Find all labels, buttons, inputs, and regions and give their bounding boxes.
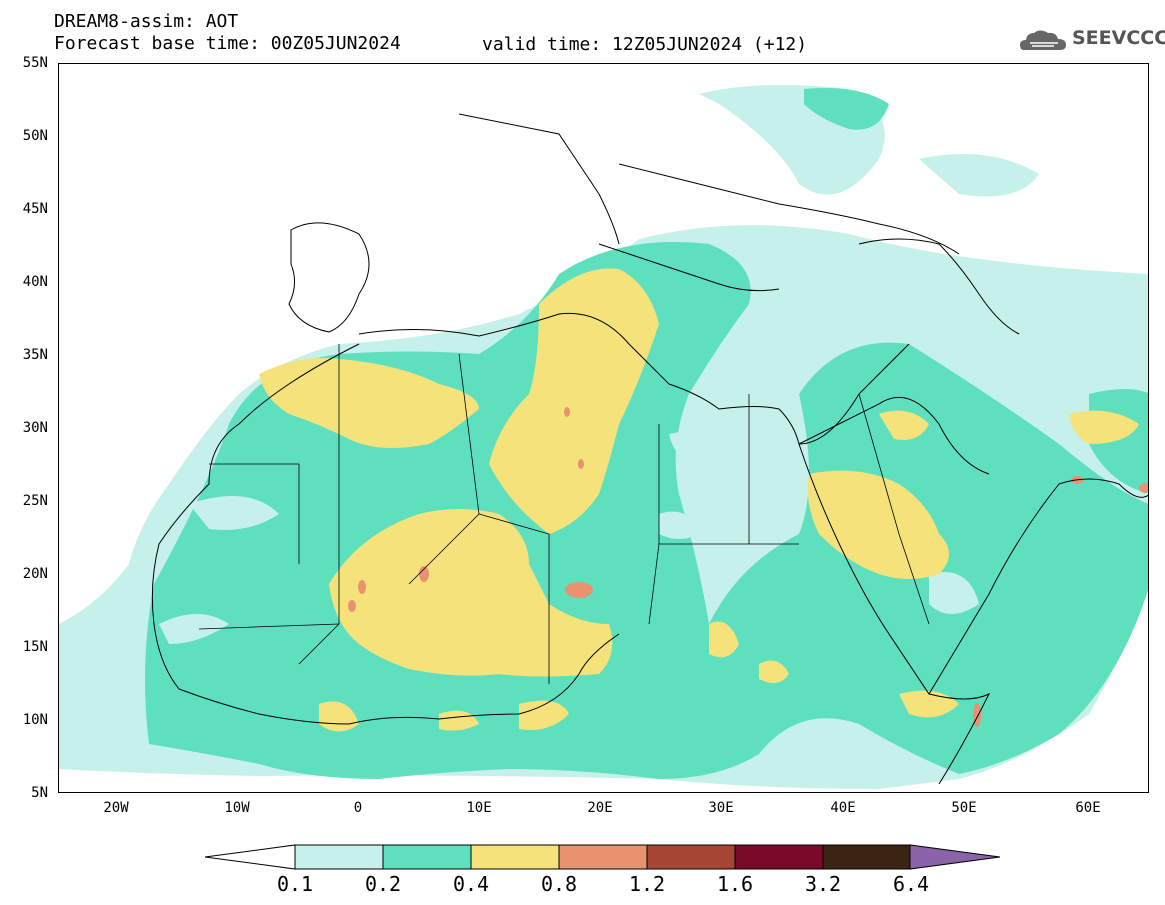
lon-label: 60E — [1075, 800, 1101, 816]
colorbar-label: 6.4 — [892, 872, 930, 896]
colorbar-under-arrow — [205, 844, 296, 870]
lon-label: 10W — [224, 800, 250, 816]
lat-label: 40N — [22, 274, 48, 290]
lon-label: 20W — [103, 800, 129, 816]
lon-label: 40E — [830, 800, 856, 816]
lat-label: 25N — [22, 493, 48, 509]
lon-label: 10E — [466, 800, 492, 816]
lat-label: 5N — [31, 785, 48, 801]
colorbar-label: 1.2 — [628, 872, 666, 896]
colorbar-label: 0.8 — [540, 872, 578, 896]
lon-label: 50E — [951, 800, 977, 816]
colorbar-label: 0.1 — [276, 872, 314, 896]
colorbar-cell — [734, 844, 824, 870]
aot-field — [59, 85, 1148, 789]
colorbar-cell — [646, 844, 736, 870]
lon-label: 20E — [587, 800, 613, 816]
logo-text: SEEVCCC — [1072, 27, 1165, 49]
coastlines — [151, 113, 1148, 785]
colorbar-over-arrow — [909, 844, 1000, 870]
country-borders — [198, 344, 930, 684]
aot-level-0-1-islands — [159, 430, 979, 644]
colorbar-label: 1.6 — [716, 872, 754, 896]
colorbar-label: 3.2 — [804, 872, 842, 896]
colorbar-cell — [470, 844, 560, 870]
lat-label: 35N — [22, 347, 48, 363]
colorbar — [205, 844, 1000, 870]
lat-label: 55N — [22, 55, 48, 71]
cloud-icon — [1020, 30, 1066, 50]
colorbar-cells — [294, 844, 912, 870]
lon-label: 30E — [708, 800, 734, 816]
colorbar-cell — [382, 844, 472, 870]
colorbar-label: 0.4 — [452, 872, 490, 896]
lon-label: 0 — [353, 800, 363, 816]
colorbar-cell — [822, 844, 912, 870]
colorbar-cell — [558, 844, 648, 870]
lat-label: 20N — [22, 566, 48, 582]
colorbar-cell — [294, 844, 384, 870]
lat-label: 50N — [22, 128, 48, 144]
aot-level-0-4 — [259, 268, 1139, 732]
valid-time: valid time: 12Z05JUN2024 (+12) — [482, 34, 808, 55]
lat-label: 15N — [22, 639, 48, 655]
chart-title: DREAM8-assim: AOT — [54, 11, 239, 32]
colorbar-label: 0.2 — [364, 872, 402, 896]
lat-label: 45N — [22, 201, 48, 217]
lat-label: 30N — [22, 420, 48, 436]
aot-map — [58, 63, 1149, 793]
lat-label: 10N — [22, 712, 48, 728]
forecast-base-time: Forecast base time: 00Z05JUN2024 — [54, 33, 401, 54]
